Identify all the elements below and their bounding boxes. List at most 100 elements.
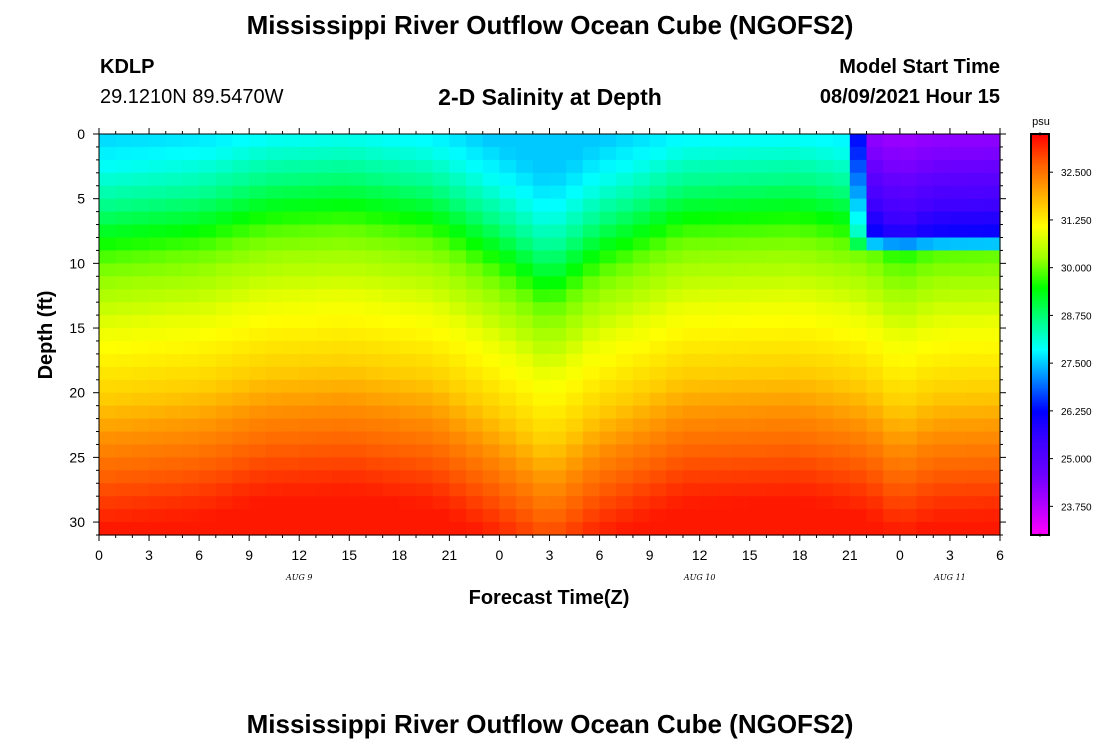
- heatmap-cell: [733, 276, 751, 290]
- colorbar-segment: [1031, 346, 1049, 350]
- heatmap-cell: [682, 134, 701, 148]
- colorbar-segment: [1031, 176, 1049, 179]
- colorbar-segment: [1031, 380, 1049, 384]
- heatmap-cell: [199, 340, 217, 355]
- heatmap-cell: [933, 483, 951, 497]
- heatmap-cell: [549, 237, 567, 252]
- heatmap-cell: [315, 405, 334, 420]
- heatmap-cell: [282, 522, 300, 536]
- heatmap-cell: [916, 444, 934, 458]
- heatmap-cell: [399, 366, 417, 381]
- heatmap-cell: [799, 237, 818, 252]
- heatmap-cell: [933, 211, 951, 226]
- heatmap-cell: [199, 250, 217, 264]
- heatmap-cell: [449, 315, 467, 329]
- heatmap-cell: [532, 496, 551, 510]
- heatmap-cell: [499, 366, 517, 381]
- heatmap-cell: [666, 392, 684, 407]
- heatmap-cell: [432, 522, 450, 536]
- heatmap-cell: [582, 134, 601, 148]
- heatmap-cell: [799, 392, 818, 407]
- heatmap-cell: [282, 328, 300, 342]
- heatmap-cell: [432, 444, 450, 458]
- heatmap-cell: [199, 159, 217, 174]
- heatmap-cell: [599, 315, 617, 329]
- heatmap-cell: [215, 315, 234, 329]
- heatmap-cell: [699, 211, 717, 226]
- heatmap-cell: [115, 444, 133, 458]
- colorbar-segment: [1031, 444, 1049, 448]
- heatmap-cell: [599, 237, 617, 252]
- heatmap-cell: [365, 444, 384, 458]
- heatmap-cell: [482, 522, 501, 536]
- heatmap-cell: [966, 431, 984, 446]
- heatmap-cell: [99, 134, 117, 148]
- heatmap-cell: [399, 185, 417, 200]
- heatmap-cell: [282, 315, 300, 329]
- heatmap-cell: [949, 302, 968, 316]
- heatmap-cell: [332, 340, 350, 355]
- heatmap-cell: [232, 405, 250, 420]
- heatmap-cell: [933, 444, 951, 458]
- heatmap-cell: [332, 444, 350, 458]
- heatmap-cell: [799, 289, 818, 303]
- heatmap-cell: [332, 483, 350, 497]
- heatmap-cell: [699, 263, 717, 277]
- heatmap-cell: [549, 509, 567, 523]
- heatmap-cell: [215, 134, 234, 148]
- heatmap-cell: [632, 237, 651, 252]
- heatmap-cell: [282, 276, 300, 290]
- heatmap-cell: [899, 185, 918, 200]
- heatmap-cell: [966, 496, 984, 510]
- heatmap-cell: [799, 276, 818, 290]
- heatmap-cell: [899, 328, 918, 342]
- heatmap-cell: [833, 146, 851, 161]
- heatmap-cell: [282, 353, 300, 368]
- heatmap-cell: [766, 392, 784, 407]
- heatmap-cell: [899, 263, 918, 277]
- heatmap-cell: [249, 185, 267, 200]
- colorbar-segment: [1031, 402, 1049, 406]
- heatmap-cell: [249, 211, 267, 226]
- heatmap-cell: [349, 444, 367, 458]
- heatmap-cell: [749, 146, 768, 161]
- heatmap-cell: [265, 470, 284, 484]
- heatmap-cell: [199, 211, 217, 226]
- heatmap-cell: [699, 159, 717, 174]
- heatmap-cell: [566, 224, 584, 239]
- heatmap-cell: [382, 185, 400, 200]
- colorbar-segment: [1031, 296, 1049, 299]
- heatmap-cell: [599, 211, 617, 226]
- colorbar-segment: [1031, 312, 1049, 316]
- heatmap-cell: [682, 159, 701, 174]
- heatmap-cell: [315, 315, 334, 329]
- heatmap-cell: [632, 328, 651, 342]
- heatmap-cell: [733, 470, 751, 484]
- heatmap-cell: [899, 431, 918, 446]
- heatmap-cell: [215, 198, 234, 213]
- heatmap-cell: [332, 353, 350, 368]
- heatmap-cell: [199, 470, 217, 484]
- heatmap-cell: [165, 276, 184, 290]
- heatmap-cell: [599, 522, 617, 536]
- heatmap-cell: [449, 211, 467, 226]
- heatmap-cell: [115, 496, 133, 510]
- heatmap-cell: [866, 302, 884, 316]
- heatmap-cell: [766, 418, 784, 433]
- heatmap-cell: [99, 509, 117, 523]
- heatmap-cell: [933, 457, 951, 471]
- colorbar-segment: [1031, 230, 1049, 233]
- heatmap-cell: [499, 172, 517, 187]
- heatmap-cell: [966, 263, 984, 277]
- heatmap-cell: [132, 392, 150, 407]
- heatmap-cell: [232, 418, 250, 433]
- heatmap-cell: [149, 172, 167, 187]
- heatmap-cell: [182, 276, 200, 290]
- heatmap-cell: [299, 483, 317, 497]
- x-tick-label: 18: [792, 547, 808, 563]
- heatmap-cell: [232, 159, 250, 174]
- heatmap-cell: [232, 509, 250, 523]
- heatmap-cell: [566, 289, 584, 303]
- heatmap-cell: [99, 328, 117, 342]
- heatmap-cell: [466, 302, 484, 316]
